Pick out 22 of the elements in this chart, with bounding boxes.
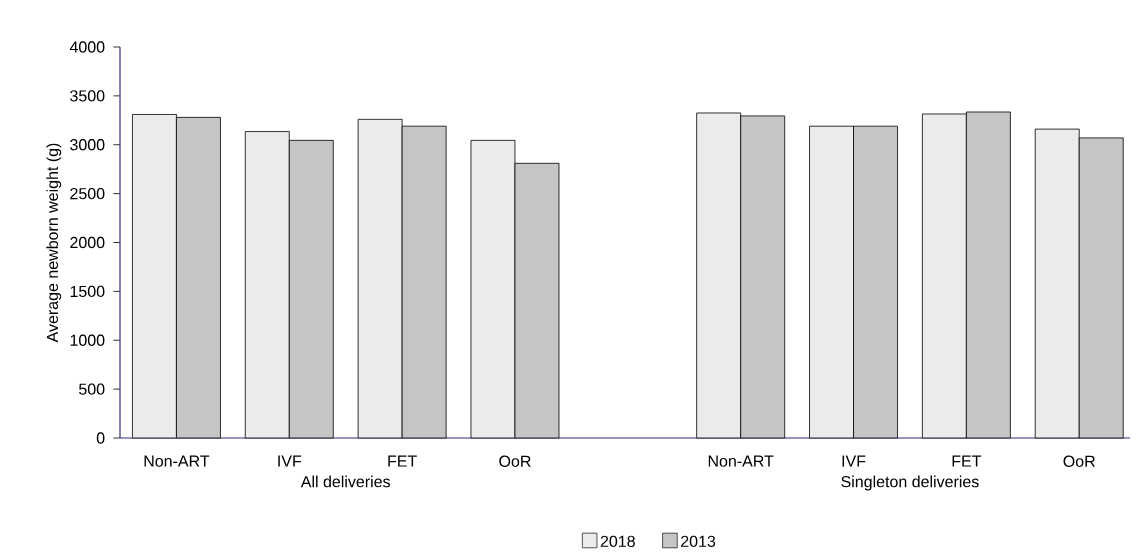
x-tick-label: FET [952, 455, 982, 467]
x-tick-label: Non-ART [708, 455, 774, 467]
y-tick-label: 4000 [69, 41, 105, 53]
x-tick-label: OoR [1063, 455, 1095, 468]
y-axis-title: Average newborn weight (g) [46, 143, 62, 343]
x-tick-label: Non-ART [144, 455, 210, 467]
x-tick-label: IVF [842, 455, 866, 467]
text: All deliveries [300, 475, 390, 488]
y-tick-label: 3500 [70, 90, 105, 102]
text: Singleton deliveries [841, 475, 979, 491]
y-tick-label: 1500 [70, 285, 105, 298]
y-tick-label: 500 [79, 383, 105, 395]
y-tick-label: 2500 [70, 188, 105, 200]
legend-label: 2013 [681, 535, 716, 548]
x-tick-label: IVF [278, 455, 302, 467]
x-tick-label: OoR [499, 455, 531, 468]
y-tick-label: 2000 [70, 237, 105, 249]
y-tick-label: 0 [96, 432, 105, 444]
y-tick-label: 1000 [70, 334, 105, 347]
x-tick-label: FET [388, 455, 417, 467]
legend-label: 2018 [600, 535, 635, 548]
y-tick-label: 3000 [70, 139, 105, 151]
